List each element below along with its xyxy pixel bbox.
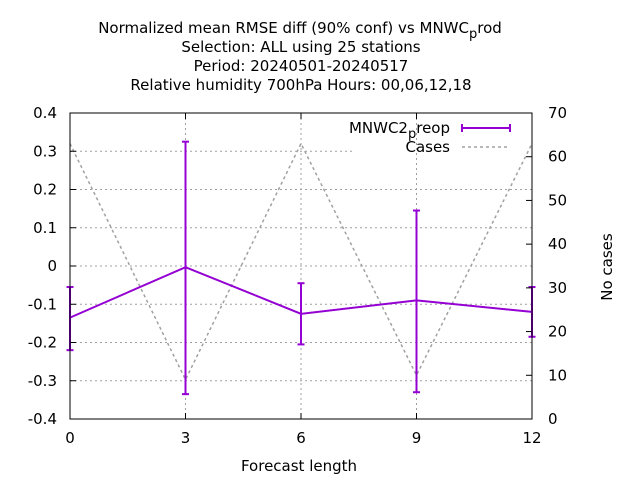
title-line-2: Selection: ALL using 25 stations	[181, 38, 420, 56]
y2-tick-label: 10	[548, 366, 567, 384]
legend-swatch-mnwc2-preop	[461, 124, 511, 132]
x-axis-label: Forecast length	[241, 457, 357, 475]
legend-label-mnwc2-preop: MNWC2preop	[349, 119, 450, 142]
y2-axis-ticks: 0 10 20 30 40 50 60 70	[526, 104, 567, 428]
y-tick-label: -0.4	[28, 410, 57, 428]
y2-tick-label: 30	[548, 279, 567, 297]
y-tick-label: 0.1	[33, 219, 57, 237]
x-axis-ticks: 0 3 6 9 12	[65, 113, 542, 447]
title-subscript: p	[469, 27, 477, 42]
legend: MNWC2preop Cases	[349, 119, 511, 156]
x-tick-label: 9	[412, 429, 422, 447]
y2-tick-label: 70	[548, 104, 567, 122]
title-line-4: Relative humidity 700hPa Hours: 00,06,12…	[130, 76, 471, 94]
cases-line	[69, 141, 533, 382]
x-tick-label: 0	[65, 429, 75, 447]
legend-label-cases: Cases	[405, 138, 450, 156]
y-tick-label: 0.3	[33, 142, 57, 160]
y-tick-label: 0.2	[33, 181, 57, 199]
y-tick-label: 0	[47, 257, 57, 275]
title-line-3: Period: 20240501-20240517	[194, 57, 409, 75]
y2-tick-label: 40	[548, 235, 567, 253]
x-tick-label: 6	[296, 429, 306, 447]
title-line-1: Normalized mean RMSE diff (90% conf) vs …	[98, 19, 502, 42]
grid-lines	[70, 113, 532, 419]
x-tick-label: 3	[181, 429, 191, 447]
y-tick-label: -0.3	[28, 372, 57, 390]
y2-axis-label: No cases	[598, 233, 616, 301]
y2-tick-label: 0	[548, 410, 558, 428]
y-tick-label: -0.1	[28, 295, 57, 313]
y2-tick-label: 60	[548, 148, 567, 166]
y2-tick-label: 20	[548, 323, 567, 341]
y-axis-ticks: -0.4 -0.3 -0.2 -0.1 0 0.1 0.2 0.3 0.4	[28, 104, 76, 428]
y-tick-label: 0.4	[33, 104, 57, 122]
chart-title: Normalized mean RMSE diff (90% conf) vs …	[98, 19, 502, 94]
title-tail: rod	[477, 19, 502, 37]
y2-tick-label: 50	[548, 191, 567, 209]
y-tick-label: -0.2	[28, 334, 57, 352]
x-tick-label: 12	[522, 429, 541, 447]
